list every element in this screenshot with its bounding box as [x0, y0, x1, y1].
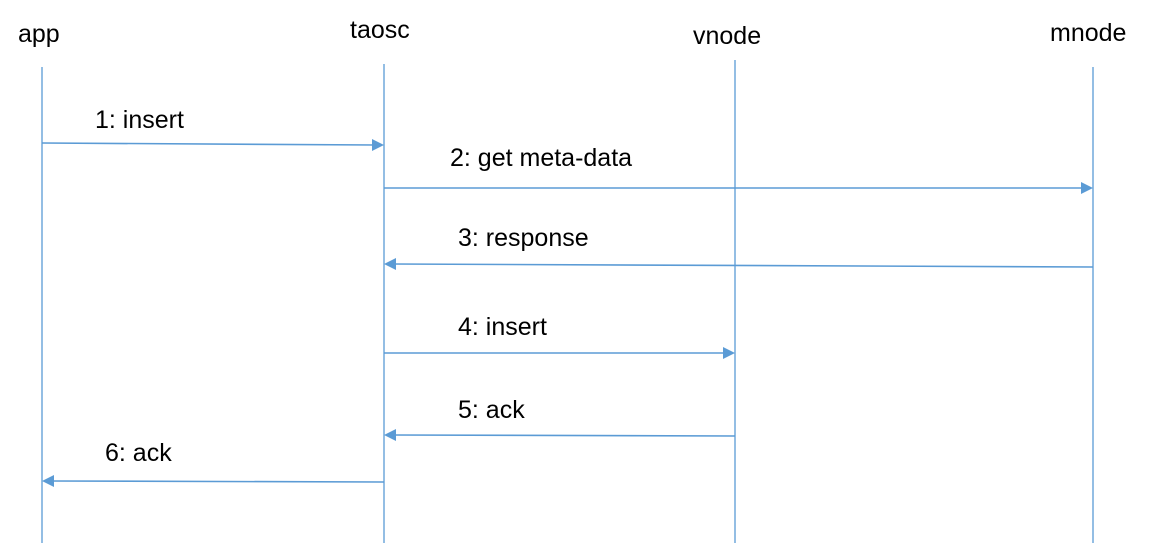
participant-taosc: taosc [350, 16, 410, 44]
message-label-1: 1: insert [95, 106, 184, 134]
message-label-4: 4: insert [458, 313, 547, 341]
arrowhead-6 [42, 475, 54, 487]
arrowhead-4 [723, 347, 735, 359]
arrowhead-3 [384, 258, 396, 270]
participant-app: app [18, 20, 60, 48]
message-arrow-5 [391, 434, 736, 437]
message-arrow-3 [391, 263, 1094, 268]
message-label-6: 6: ack [105, 439, 172, 467]
participant-vnode: vnode [693, 22, 762, 50]
participant-mnode: mnode [1050, 19, 1127, 47]
message-arrow-1 [41, 142, 377, 146]
arrowhead-2 [1081, 182, 1093, 194]
message-label-2: 2: get meta-data [450, 144, 633, 172]
arrowhead-1 [372, 139, 384, 151]
message-arrow-6 [49, 480, 385, 483]
message-label-5: 5: ack [458, 396, 525, 424]
arrowhead-5 [384, 429, 396, 441]
message-label-3: 3: response [458, 224, 589, 252]
